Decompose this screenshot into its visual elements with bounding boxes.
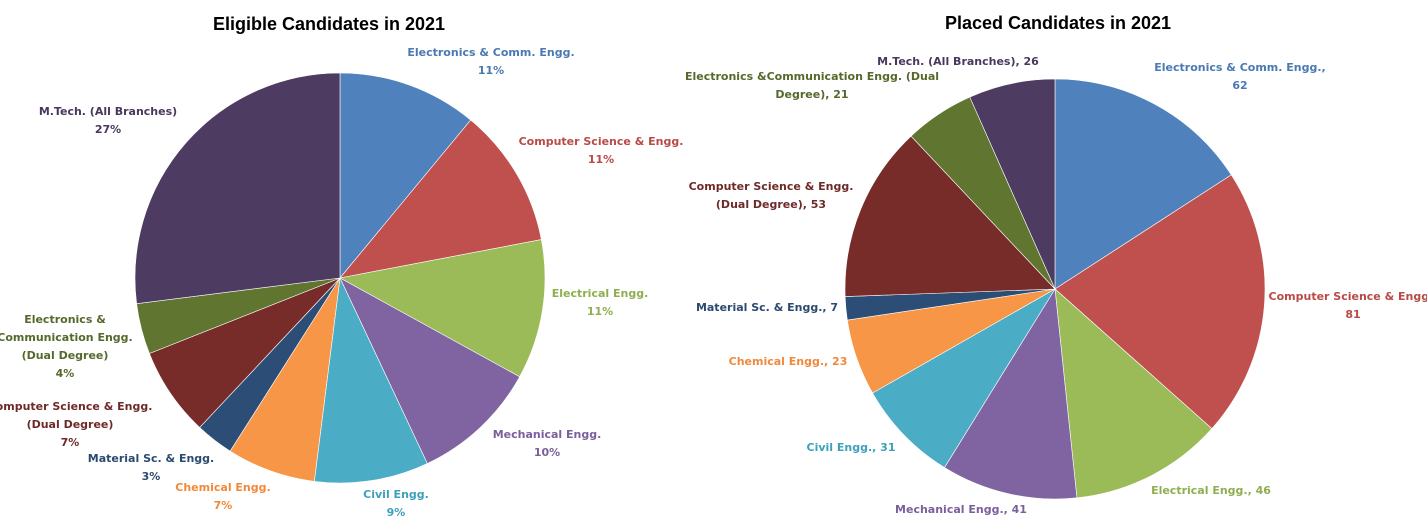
- pie-slice: [844, 135, 1056, 297]
- slice-label: Civil Engg. 9%: [363, 488, 429, 519]
- slice-label: Computer Science & Engg., 81: [1269, 290, 1427, 321]
- slice-label-line: (Dual Degree), 53: [716, 198, 826, 211]
- slice-label-line: Degree), 21: [775, 88, 848, 101]
- eligible-slices: [134, 72, 546, 484]
- slice-label: Computer Science & Engg. 11%: [519, 135, 684, 166]
- slice-label-line: Computer Science & Engg.: [689, 180, 854, 193]
- slice-label: Electronics & Comm. Engg., 62: [1154, 61, 1325, 92]
- slice-label-line: Mechanical Engg., 41: [895, 503, 1027, 516]
- slice-label-line: Computer Science & Engg.: [519, 135, 684, 148]
- pie-slice: [1054, 174, 1266, 430]
- slice-label-line: 62: [1232, 79, 1247, 92]
- slice-label-line: Computer Science & Engg.,: [1269, 290, 1427, 303]
- slice-label: Electrical Engg., 46: [1151, 484, 1271, 497]
- slice-label: Chemical Engg. 7%: [175, 481, 270, 512]
- slice-label: Civil Engg., 31: [807, 441, 896, 454]
- slice-label: Computer Science & Engg. (Dual Degree), 5…: [689, 180, 854, 211]
- slice-label-line: 10%: [534, 446, 560, 459]
- slice-label-line: Civil Engg.: [363, 488, 429, 501]
- placed-labels: Electronics & Comm. Engg., 62 Computer Sci…: [685, 55, 1427, 516]
- pie-slice: [339, 277, 521, 464]
- slice-label-line: 11%: [587, 305, 613, 318]
- slice-label: Mechanical Engg. 10%: [493, 428, 602, 459]
- pie-slice: [969, 78, 1056, 290]
- slice-label: Electrical Engg. 11%: [552, 287, 649, 318]
- pie-slice: [313, 276, 428, 484]
- slice-label-line: Computer Science & Engg.: [0, 400, 152, 413]
- slice-label-line: 7%: [61, 436, 80, 449]
- slice-label-line: Electrical Engg., 46: [1151, 484, 1271, 497]
- slice-label: Electronics &Communication Engg. (Dual De…: [685, 70, 939, 101]
- slice-label-line: Mechanical Engg.: [493, 428, 602, 441]
- slice-label-line: Electrical Engg.: [552, 287, 649, 300]
- slice-label: Mechanical Engg., 41: [895, 503, 1027, 516]
- slice-label-line: (Dual Degree): [27, 418, 114, 431]
- slice-label-line: (Dual Degree): [22, 349, 109, 362]
- slice-label-line: 27%: [95, 123, 121, 136]
- slice-label-line: 11%: [588, 153, 614, 166]
- slice-label-line: Electronics & Comm. Engg.,: [1154, 61, 1325, 74]
- eligible-labels: Electronics & Comm. Engg. 11%Computer Sci…: [0, 46, 683, 519]
- slice-label-line: 4%: [56, 367, 75, 380]
- pie-slice: [872, 288, 1056, 468]
- slice-label: Electronics & Comm. Engg. 11%: [407, 46, 574, 77]
- slice-label-line: Electronics &: [24, 313, 106, 326]
- slice-label-line: Electronics & Comm. Engg.: [407, 46, 574, 59]
- slice-label-line: Electronics &Communication Engg. (Dual: [685, 70, 939, 83]
- slice-label-line: 9%: [387, 506, 406, 519]
- placed-slices: [844, 78, 1266, 500]
- slice-label-line: 7%: [214, 499, 233, 512]
- slice-label-line: Material Sc. & Engg., 7: [696, 301, 838, 314]
- placed-chart-title: Placed Candidates in 2021: [945, 13, 1171, 33]
- placed-candidates-chart: Placed Candidates in 2021 Electronics & …: [685, 13, 1427, 516]
- slice-label: Material Sc. & Engg., 7: [696, 301, 838, 314]
- pie-slice: [339, 119, 542, 279]
- slice-label: M.Tech. (All Branches), 26: [877, 55, 1039, 68]
- eligible-candidates-chart: Eligible Candidates in 2021 Electronics …: [0, 14, 683, 519]
- slice-label-line: Civil Engg., 31: [807, 441, 896, 454]
- slice-label-line: 3%: [142, 470, 161, 483]
- slice-label: Chemical Engg., 23: [729, 355, 848, 368]
- slice-label: M.Tech. (All Branches) 27%: [39, 105, 177, 136]
- slice-label-line: M.Tech. (All Branches): [39, 105, 177, 118]
- pie-slice: [1054, 288, 1213, 499]
- pie-slice: [944, 288, 1078, 500]
- slice-label: Electronics & Communication Engg. (Dual De…: [0, 313, 133, 380]
- pie-slice: [339, 72, 472, 279]
- pie-slice: [1054, 78, 1232, 290]
- slice-label-line: 81: [1345, 308, 1360, 321]
- eligible-chart-title: Eligible Candidates in 2021: [213, 14, 445, 34]
- slice-label-line: Communication Engg.: [0, 331, 133, 344]
- slice-label-line: 11%: [478, 64, 504, 77]
- slice-label: Material Sc. & Engg. 3%: [88, 452, 214, 483]
- slice-label-line: Material Sc. & Engg.: [88, 452, 214, 465]
- pie-slice: [134, 72, 341, 305]
- slice-label: Computer Science & Engg. (Dual Degree) 7%: [0, 400, 152, 449]
- slice-label-line: Chemical Engg., 23: [729, 355, 848, 368]
- slice-label-line: M.Tech. (All Branches), 26: [877, 55, 1039, 68]
- slice-label-line: Chemical Engg.: [175, 481, 270, 494]
- pie-slice: [339, 239, 546, 378]
